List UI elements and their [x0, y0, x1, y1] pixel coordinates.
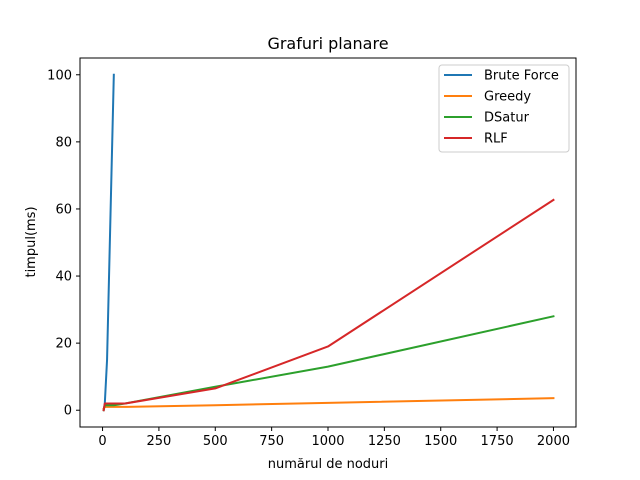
- y-tick-label: 100: [47, 68, 72, 83]
- legend: Brute Force Greedy DSatur RLF: [438, 64, 570, 153]
- y-tick-label: 40: [55, 270, 72, 285]
- series-line-rlf: [102, 198, 555, 412]
- x-tick-label: 750: [259, 434, 284, 449]
- y-tick-label: 0: [64, 404, 72, 419]
- y-axis-label: timpul(ms): [24, 206, 39, 277]
- x-tick-label: 2000: [537, 434, 570, 449]
- legend-box: [438, 64, 570, 153]
- legend-label-dsatur: DSatur: [484, 111, 530, 126]
- x-tick-label: 1500: [424, 434, 457, 449]
- legend-label-brute-force: Brute Force: [484, 69, 559, 84]
- x-axis-label: numărul de noduri: [268, 457, 388, 472]
- x-axis-ticks: 0 250 500 750 1000 1250 1500 1750 2000: [98, 427, 570, 449]
- x-tick-label: 1750: [481, 434, 514, 449]
- y-axis-ticks: 0 20 40 60 80 100: [47, 68, 80, 419]
- chart-title: Grafuri planare: [267, 34, 388, 53]
- y-tick-label: 60: [55, 202, 72, 217]
- legend-items: Brute Force Greedy DSatur RLF: [444, 69, 559, 147]
- y-tick-label: 80: [55, 135, 72, 150]
- x-tick-label: 0: [98, 434, 106, 449]
- x-tick-label: 250: [146, 434, 171, 449]
- legend-label-greedy: Greedy: [484, 90, 531, 105]
- y-tick-label: 20: [55, 337, 72, 352]
- x-tick-label: 1250: [368, 434, 401, 449]
- legend-label-rlf: RLF: [484, 132, 508, 147]
- x-tick-label: 1000: [311, 434, 344, 449]
- x-tick-label: 500: [203, 434, 228, 449]
- plot-lines: [102, 73, 555, 412]
